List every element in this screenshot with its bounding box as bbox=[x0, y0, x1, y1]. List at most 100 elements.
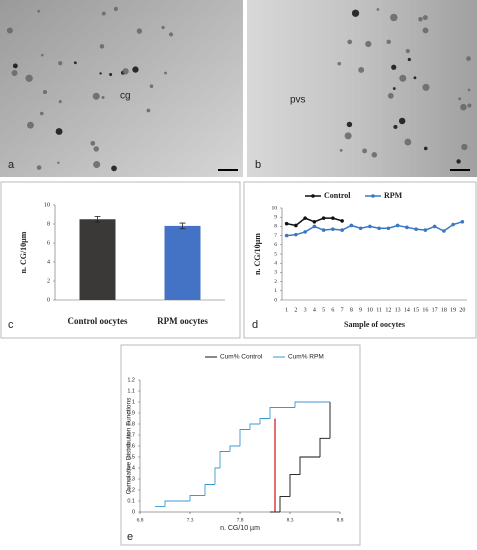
granule bbox=[113, 6, 118, 12]
x-tick-label: 6.8 bbox=[137, 517, 144, 523]
legend-swatch bbox=[311, 194, 315, 198]
granule bbox=[466, 56, 471, 61]
x-tick-label: 6 bbox=[331, 307, 334, 313]
y-axis-label: n. CG/10µm bbox=[253, 233, 262, 275]
granule bbox=[136, 28, 143, 34]
granule bbox=[376, 8, 380, 11]
y-tick-label: 0.5 bbox=[127, 454, 135, 460]
granule bbox=[423, 146, 428, 151]
x-tick-label: RPM oocytes bbox=[157, 316, 208, 326]
granule bbox=[387, 92, 394, 99]
granule bbox=[358, 66, 365, 73]
y-tick-label: 0.2 bbox=[127, 487, 135, 493]
granule bbox=[101, 96, 105, 100]
y-tick-label: 8 bbox=[274, 224, 277, 230]
granule bbox=[92, 92, 100, 100]
step bbox=[249, 423, 260, 430]
x-tick-label: 17 bbox=[432, 307, 438, 313]
point bbox=[451, 222, 455, 227]
annotation: pvs bbox=[290, 95, 306, 106]
point bbox=[294, 223, 298, 228]
micrograph-b bbox=[247, 0, 477, 177]
granule bbox=[467, 103, 472, 108]
granule bbox=[146, 108, 151, 113]
granule bbox=[461, 143, 468, 151]
granule bbox=[12, 63, 18, 69]
granule bbox=[404, 138, 412, 146]
point bbox=[312, 224, 317, 229]
granule bbox=[422, 27, 429, 34]
point bbox=[294, 232, 298, 237]
point bbox=[340, 219, 344, 223]
y-tick-label: 0.9 bbox=[127, 410, 135, 416]
y-tick-label: 0.6 bbox=[127, 443, 135, 449]
step bbox=[319, 437, 330, 457]
point bbox=[414, 227, 418, 231]
y-tick-label: 1 bbox=[132, 399, 135, 405]
x-tick-label: 1 bbox=[285, 307, 288, 313]
point bbox=[442, 229, 446, 233]
series-line bbox=[286, 221, 463, 237]
x-tick-label: 13 bbox=[395, 307, 401, 313]
granule bbox=[391, 64, 397, 70]
x-tick-label: 20 bbox=[459, 307, 465, 313]
point bbox=[349, 223, 354, 228]
point bbox=[321, 228, 326, 232]
y-tick-label: 4 bbox=[274, 260, 277, 266]
granule bbox=[460, 103, 467, 111]
x-tick-label: 15 bbox=[413, 307, 419, 313]
y-tick-label: 9 bbox=[274, 214, 277, 220]
panel-frame bbox=[243, 181, 477, 339]
granule bbox=[55, 128, 63, 135]
step bbox=[219, 451, 230, 468]
panel-frame bbox=[120, 344, 361, 546]
y-tick-label: 10 bbox=[272, 205, 278, 211]
y-tick-label: 7 bbox=[274, 233, 277, 239]
point bbox=[395, 223, 400, 228]
x-tick-label: 7.3 bbox=[187, 517, 194, 523]
point bbox=[284, 221, 289, 226]
granule bbox=[93, 161, 101, 169]
granule bbox=[58, 61, 63, 66]
granule bbox=[458, 97, 462, 101]
y-tick-label: 8 bbox=[47, 221, 50, 227]
granule bbox=[132, 66, 139, 73]
x-tick-label: 4 bbox=[313, 307, 316, 313]
granule bbox=[344, 132, 352, 140]
step bbox=[239, 429, 250, 446]
legend-label: RPM bbox=[384, 191, 403, 200]
granule bbox=[467, 88, 471, 92]
granule bbox=[43, 90, 48, 95]
granule bbox=[93, 146, 99, 152]
granule bbox=[339, 148, 343, 152]
granule bbox=[99, 44, 105, 49]
y-tick-label: 0.8 bbox=[127, 421, 135, 427]
x-tick-label: 8.8 bbox=[337, 517, 344, 523]
granule bbox=[390, 13, 398, 22]
granule bbox=[57, 161, 60, 165]
y-axis-label: Cumulative Distribution Functions bbox=[126, 397, 133, 495]
granule bbox=[393, 124, 398, 129]
y-tick-label: 5 bbox=[274, 251, 277, 257]
y-tick-label: 2 bbox=[274, 279, 277, 285]
granule bbox=[337, 61, 342, 66]
y-tick-label: 0 bbox=[47, 297, 50, 303]
granule bbox=[418, 16, 423, 22]
legend-label: Cum% Control bbox=[220, 354, 263, 361]
y-tick-label: 1.1 bbox=[127, 388, 135, 394]
granule bbox=[362, 148, 368, 154]
point bbox=[331, 227, 335, 231]
y-tick-label: 10 bbox=[44, 202, 50, 208]
x-axis-label: Sample of oocytes bbox=[344, 320, 405, 329]
panel-frame bbox=[0, 181, 241, 339]
step bbox=[164, 500, 190, 507]
granule bbox=[37, 9, 41, 13]
point bbox=[358, 226, 363, 231]
point bbox=[284, 233, 289, 238]
step bbox=[214, 467, 220, 485]
granule bbox=[346, 121, 353, 128]
step bbox=[259, 418, 270, 424]
granule bbox=[399, 74, 407, 82]
granule bbox=[25, 74, 33, 82]
